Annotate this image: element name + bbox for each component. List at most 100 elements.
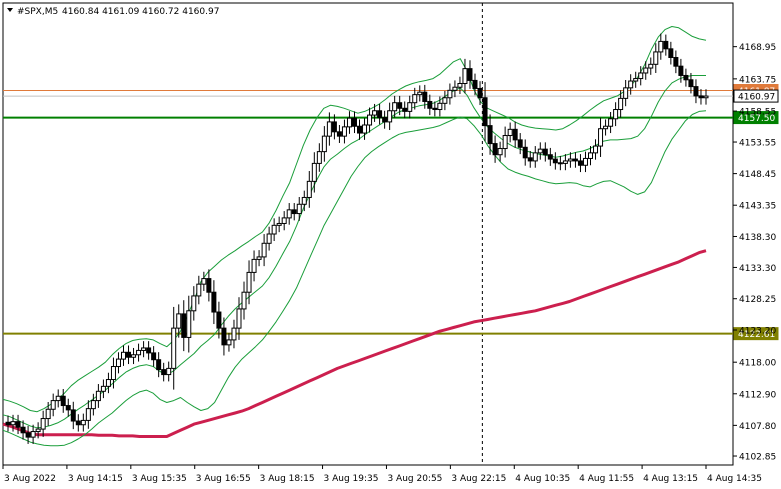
- candle: [402, 101, 408, 119]
- x-tick-label: 3 Aug 18:15: [260, 474, 315, 484]
- candle-body: [658, 40, 664, 53]
- candle-body: [392, 102, 398, 112]
- candle-body: [653, 51, 659, 65]
- candle: [100, 379, 106, 399]
- candle: [45, 401, 51, 426]
- candle: [40, 410, 46, 437]
- candle-body: [156, 359, 162, 371]
- candle-body: [316, 151, 322, 164]
- candle: [357, 119, 363, 140]
- candle-body: [562, 160, 568, 164]
- candle-body: [346, 117, 352, 128]
- candle-body: [306, 180, 312, 198]
- price-tag-horizontal-line: 4122.61: [733, 327, 779, 341]
- x-axis: 3 Aug 2022 3 Aug 14:15 3 Aug 15:35 3 Aug 16…: [2, 465, 762, 484]
- candle-body: [557, 162, 563, 165]
- candle-body: [40, 418, 46, 430]
- candle-body: [231, 327, 237, 341]
- candle-body: [582, 157, 588, 166]
- candle: [462, 58, 468, 94]
- y-axis: 4168.95 4163.75 4158.55 4153.55 4148.45 4143.…: [733, 43, 776, 463]
- candle-body: [442, 97, 448, 104]
- candle: [427, 94, 433, 116]
- candle: [271, 218, 277, 241]
- candle: [432, 101, 438, 117]
- candles-layer: [5, 33, 709, 444]
- candle-body: [512, 128, 518, 141]
- candle-body: [90, 400, 96, 410]
- candle: [50, 393, 56, 417]
- y-tick-label: 4148.45: [739, 170, 776, 180]
- candle: [316, 143, 322, 172]
- candle-body: [126, 351, 132, 358]
- candle: [517, 133, 523, 155]
- candle: [452, 80, 458, 98]
- candle: [201, 271, 207, 291]
- candle-body: [618, 97, 624, 111]
- candle-body: [703, 95, 709, 99]
- candle-body: [522, 146, 528, 159]
- y-tick-label: 4107.80: [739, 422, 776, 432]
- candle-body: [698, 95, 704, 99]
- candle-body: [417, 91, 423, 96]
- candle: [136, 343, 142, 362]
- y-tick-label: 4163.75: [739, 75, 776, 85]
- candle-body: [166, 367, 172, 376]
- candle: [291, 203, 297, 221]
- candle: [306, 171, 312, 208]
- candle-body: [668, 48, 674, 58]
- price-tag-box: [733, 111, 779, 125]
- candle: [146, 341, 152, 360]
- candle-body: [427, 100, 433, 109]
- price-tag-label: 4160.97: [738, 93, 775, 103]
- candle: [281, 211, 287, 231]
- candle-body: [437, 102, 443, 111]
- candle: [331, 114, 337, 140]
- x-tick-label: 3 Aug 2022: [4, 474, 56, 484]
- candle-body: [100, 385, 106, 392]
- candle-body: [613, 109, 619, 120]
- y-tick-label: 4128.25: [739, 295, 776, 305]
- candle-body: [603, 125, 609, 130]
- candle: [236, 297, 242, 340]
- candle: [5, 415, 11, 432]
- candle-body: [527, 157, 533, 162]
- candle-body: [547, 154, 553, 160]
- candle-body: [482, 97, 488, 127]
- candle: [276, 216, 282, 233]
- candle: [643, 61, 649, 80]
- candle: [412, 87, 418, 110]
- candle-body: [151, 352, 157, 361]
- candle-body: [693, 86, 699, 97]
- candle-body: [331, 121, 337, 133]
- candle: [437, 96, 443, 117]
- candle: [668, 41, 674, 65]
- candle-body: [387, 110, 393, 123]
- candle: [422, 84, 428, 109]
- symbol-label: #SPX,M5: [17, 7, 58, 17]
- candle-body: [638, 72, 644, 80]
- candle-body: [598, 128, 604, 147]
- candle: [542, 142, 548, 162]
- candle-body: [326, 121, 332, 137]
- symbol-dropdown-icon[interactable]: [7, 8, 13, 12]
- candle: [351, 111, 357, 134]
- plot-frame: [2, 2, 734, 466]
- candle-body: [402, 107, 408, 112]
- candle: [90, 393, 96, 416]
- candle-body: [552, 158, 558, 164]
- candle: [562, 154, 568, 171]
- candle: [392, 95, 398, 118]
- candle: [70, 401, 76, 430]
- candle-body: [105, 379, 111, 387]
- candle: [246, 260, 252, 305]
- candle: [628, 74, 634, 95]
- candle: [417, 85, 423, 102]
- candle-body: [372, 110, 378, 116]
- candle: [126, 345, 132, 365]
- candle: [226, 333, 232, 352]
- candle-body: [452, 86, 458, 91]
- price-tag-box: [733, 327, 779, 341]
